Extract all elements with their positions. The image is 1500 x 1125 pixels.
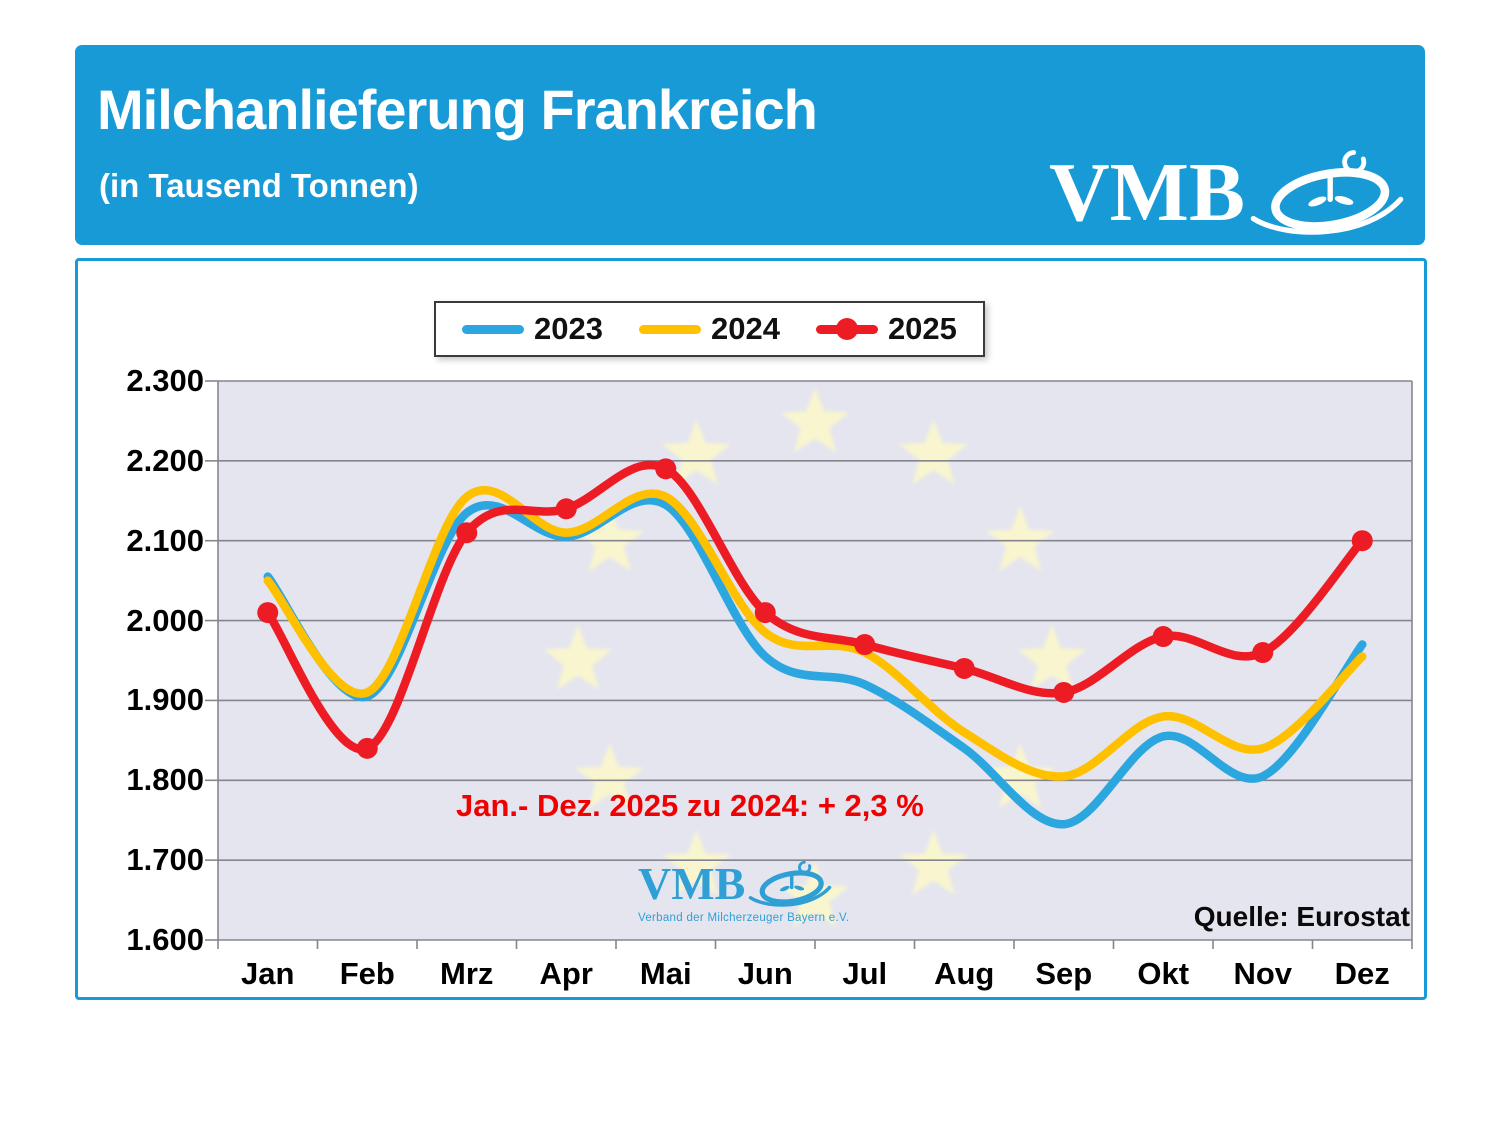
data-point-2025-Feb	[356, 737, 378, 759]
comparison-annotation: Jan.- Dez. 2025 zu 2024: + 2,3 %	[456, 788, 924, 823]
eu-star	[986, 506, 1055, 572]
eu-star	[899, 419, 968, 485]
eu-star	[780, 387, 850, 453]
vmb-swirl-icon	[749, 860, 832, 907]
eu-star	[662, 419, 731, 485]
y-tick-label: 2.100	[126, 522, 204, 558]
x-tick-label-Feb: Feb	[339, 956, 395, 991]
data-point-2025-Jun	[754, 602, 776, 624]
x-tick-label-Jul: Jul	[842, 956, 888, 991]
header: Milchanlieferung Frankreich (in Tausend …	[75, 45, 1425, 245]
data-point-2025-Apr	[555, 498, 577, 520]
line-chart	[205, 380, 1413, 949]
data-point-2025-Jan	[257, 602, 279, 624]
data-point-2025-Mrz	[456, 522, 478, 544]
chart-card: 2.300 2.200 2.100 2.000 1.900 1.800 1.700 1.600…	[75, 258, 1427, 1000]
y-tick-label: 1.600	[126, 922, 204, 957]
eu-star	[1017, 624, 1087, 690]
x-tick-label-Apr: Apr	[539, 956, 593, 991]
vmb-watermark-text: VMB	[638, 858, 746, 909]
y-tick-label: 1.800	[126, 762, 204, 798]
y-tick-label: 2.300	[126, 363, 204, 398]
data-point-2025-Okt	[1152, 626, 1174, 648]
data-point-2025-Nov	[1252, 642, 1274, 664]
x-tick-label-Mrz: Mrz	[440, 956, 494, 991]
eu-star	[662, 829, 731, 895]
chart-legend: 2023 2024 2025	[434, 301, 985, 357]
x-tick-label-Mai: Mai	[639, 956, 692, 991]
y-tick-label: 1.900	[126, 682, 204, 718]
data-point-2025-Mai	[655, 458, 677, 480]
x-tick-label-Dez: Dez	[1334, 956, 1390, 991]
eu-star	[575, 506, 644, 572]
legend-item-2024: 2024	[638, 311, 780, 347]
vmb-swirl-icon	[1250, 150, 1404, 235]
legend-item-2023: 2023	[462, 311, 603, 347]
legend-swatch-2023	[462, 324, 524, 334]
legend-item-2025: 2025	[815, 311, 957, 347]
y-tick-label: 1.700	[126, 842, 204, 878]
x-tick-label-Aug: Aug	[934, 956, 995, 991]
series-line-2023	[263, 495, 1367, 829]
data-point-2025-Aug	[953, 657, 975, 679]
vmb-logo-text: VMB	[1049, 146, 1245, 239]
x-tick-label-Jan: Jan	[241, 956, 295, 991]
legend-label: 2024	[710, 311, 780, 346]
legend-swatch-2025	[815, 318, 878, 340]
x-tick-label-Okt: Okt	[1137, 956, 1190, 991]
legend-label: 2025	[887, 311, 957, 346]
y-tick-label: 2.200	[126, 442, 204, 478]
eu-star	[543, 624, 613, 690]
y-tick-label: 2.000	[126, 602, 204, 638]
eu-star	[899, 829, 968, 895]
vmb-logo: VMB	[1049, 143, 1407, 243]
series-line-2024	[263, 486, 1367, 781]
x-tick-label-Sep: Sep	[1035, 956, 1093, 991]
page-title: Milchanlieferung Frankreich	[97, 78, 818, 141]
x-tick-label-Jun: Jun	[737, 956, 793, 991]
eu-star	[986, 743, 1055, 809]
legend-marker-dot	[835, 318, 858, 340]
data-point-2025-Jul	[854, 634, 876, 656]
data-point-2025-Dez	[1351, 530, 1373, 552]
vmb-watermark-subtext: Verband der Milcherzeuger Bayern e.V.	[638, 912, 850, 924]
eu-star	[575, 743, 644, 809]
legend-label: 2023	[534, 311, 603, 346]
page-subtitle: (in Tausend Tonnen)	[99, 167, 419, 204]
x-tick-label-Nov: Nov	[1233, 956, 1293, 991]
legend-swatch-2024	[638, 324, 701, 334]
data-point-2025-Sep	[1053, 681, 1075, 703]
vmb-watermark: VMB Verband der Milcherzeuger Bayern e.V…	[638, 857, 850, 925]
source-label: Quelle: Eurostat	[1193, 901, 1410, 932]
